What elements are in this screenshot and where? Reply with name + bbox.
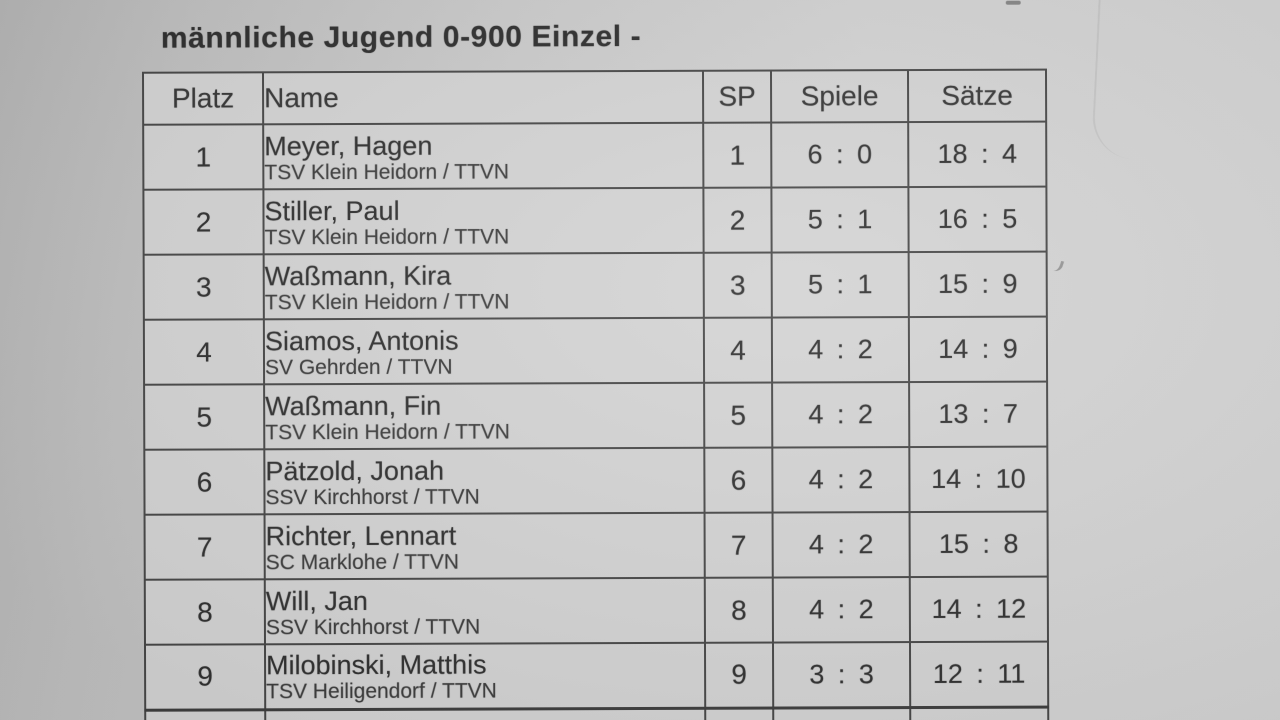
player-club: TSV Klein Heidorn / TTVN (264, 289, 510, 314)
player-club: SSV Kirchhorst / TTVN (265, 485, 480, 509)
column-header-spiele: Spiele (770, 70, 909, 123)
spiele-score-cell: 6 : 0 (771, 122, 909, 188)
table-row: 3 Waßmann, Kira TSV Klein Heidorn / TTVN 3 5… (143, 251, 1047, 320)
player-name: Meyer, Hagen (264, 130, 433, 161)
spiele-score-cell: 4 : 2 (772, 447, 910, 513)
player-name: Pätzold, Jonah (265, 455, 445, 486)
spiele-score-cell: 4 : 2 (772, 577, 910, 643)
sp-cell: 3 (703, 252, 772, 318)
player-club: TSV Heiligendorf / TTVN (266, 679, 497, 704)
pen-tick-mark (1049, 257, 1065, 274)
table-row: 2 Stiller, Paul TSV Klein Heidorn / TTVN 2 5… (143, 186, 1047, 255)
rank-cell: 8 (144, 579, 265, 645)
player-name: Will, Jan (265, 585, 368, 616)
results-tbody: 1 Meyer, Hagen TSV Klein Heidorn / TTVN 1 6 … (143, 121, 1049, 720)
player-cell: Stiller, Paul TSV Klein Heidorn / TTVN (263, 187, 704, 255)
table-row: 7 Richter, Lennart SC Marklohe / TTVN 7 4 : … (144, 511, 1048, 580)
paper-crease (1090, 0, 1142, 160)
standings-table: Platz Name SP Spiele Sätze 1 Meyer, Hagen… (141, 68, 1050, 720)
player-cell: Pätzold, Jonah SSV Kirchhorst / TTVN (264, 447, 705, 515)
player-cell: Waßmann, Fin TSV Klein Heidorn / TTVN (264, 382, 705, 450)
table-row: 6 Pätzold, Jonah SSV Kirchhorst / TTVN 6 4 :… (144, 446, 1048, 515)
spiele-score-cell: 5 : 1 (771, 187, 909, 253)
sp-cell: 2 (703, 187, 772, 253)
column-header-platz: Platz (142, 72, 264, 125)
column-header-sp: SP (702, 70, 772, 123)
spiele-score-cell: 4 : 2 (772, 382, 910, 448)
player-name: Stiller, Paul (264, 195, 400, 226)
sp-cell: 1 (703, 122, 772, 188)
table-row: 8 Will, Jan SSV Kirchhorst / TTVN 8 4 : 2 14 … (144, 576, 1048, 645)
spiele-score-cell: 3 : 3 (772, 642, 911, 708)
saetze-score-cell: 18 : 4 (908, 121, 1047, 188)
saetze-score-cell: 15 : 8 (909, 511, 1048, 578)
empty-cell (705, 707, 774, 720)
table-row: 1 Meyer, Hagen TSV Klein Heidorn / TTVN 1 6 … (143, 121, 1047, 190)
player-name: Richter, Lennart (265, 520, 457, 551)
table-header-row: Platz Name SP Spiele Sätze (142, 69, 1047, 125)
player-cell: Siamos, Antonis SV Gehrden / TTVN (263, 317, 705, 385)
player-club: SV Gehrden / TTVN (264, 355, 453, 379)
column-header-name: Name (262, 70, 704, 125)
saetze-score-cell: 14 : 12 (909, 576, 1048, 643)
player-name: Siamos, Antonis (264, 325, 459, 356)
saetze-score-cell: 16 : 5 (908, 186, 1047, 253)
empty-cell (910, 706, 1049, 720)
saetze-score-cell: 12 : 11 (909, 641, 1049, 708)
player-club: TSV Klein Heidorn / TTVN (264, 159, 510, 184)
rank-cell: 7 (144, 514, 265, 580)
spiele-score-cell: 4 : 2 (771, 317, 910, 383)
rank-cell: 2 (143, 189, 264, 255)
player-name: Waßmann, Kira (264, 260, 452, 291)
saetze-score-cell: 13 : 7 (909, 381, 1048, 448)
player-club: SC Marklohe / TTVN (265, 550, 460, 574)
competition-title: männliche Jugend 0-900 Einzel - (160, 19, 642, 55)
table-row: 5 Waßmann, Fin TSV Klein Heidorn / TTVN 5 4 … (144, 381, 1048, 450)
saetze-score-cell: 14 : 9 (908, 316, 1048, 383)
player-name: Milobinski, Matthis (266, 649, 487, 681)
partial-table-row (145, 706, 1049, 720)
rank-cell: 1 (143, 124, 264, 190)
saetze-score-cell: 15 : 9 (908, 251, 1047, 318)
player-cell: Meyer, Hagen TSV Klein Heidorn / TTVN (263, 122, 704, 190)
sp-cell: 6 (704, 447, 773, 513)
rank-cell: 9 (144, 644, 266, 710)
rank-cell: 4 (143, 319, 265, 385)
rank-cell: 5 (144, 384, 265, 450)
player-name: Waßmann, Fin (265, 390, 442, 421)
player-club: TSV Klein Heidorn / TTVN (265, 419, 510, 444)
player-cell: Richter, Lennart SC Marklohe / TTVN (264, 512, 705, 580)
empty-cell (773, 707, 911, 720)
rank-cell: 6 (144, 449, 265, 515)
player-cell: Milobinski, Matthis TSV Heiligendorf / TT… (264, 642, 706, 710)
sp-cell: 4 (703, 317, 773, 383)
rank-cell: 3 (143, 254, 264, 320)
player-club: TSV Klein Heidorn / TTVN (264, 224, 510, 249)
player-cell: Waßmann, Kira TSV Klein Heidorn / TTVN (263, 252, 704, 320)
sp-cell: 7 (704, 512, 773, 578)
player-cell: Will, Jan SSV Kirchhorst / TTVN (264, 577, 705, 645)
table-row: 9 Milobinski, Matthis TSV Heiligendorf / T… (144, 641, 1049, 710)
spiele-score-cell: 5 : 1 (771, 252, 909, 318)
column-header-saetze: Sätze (907, 69, 1047, 123)
sp-cell: 8 (704, 577, 773, 643)
spiele-score-cell: 4 : 2 (772, 512, 910, 578)
sp-cell: 9 (704, 642, 774, 708)
saetze-score-cell: 14 : 10 (909, 446, 1048, 513)
player-club: SSV Kirchhorst / TTVN (265, 615, 481, 639)
ink-smudge (1005, 0, 1021, 5)
sp-cell: 5 (704, 382, 773, 448)
empty-cell (265, 707, 706, 720)
empty-cell (145, 709, 266, 720)
